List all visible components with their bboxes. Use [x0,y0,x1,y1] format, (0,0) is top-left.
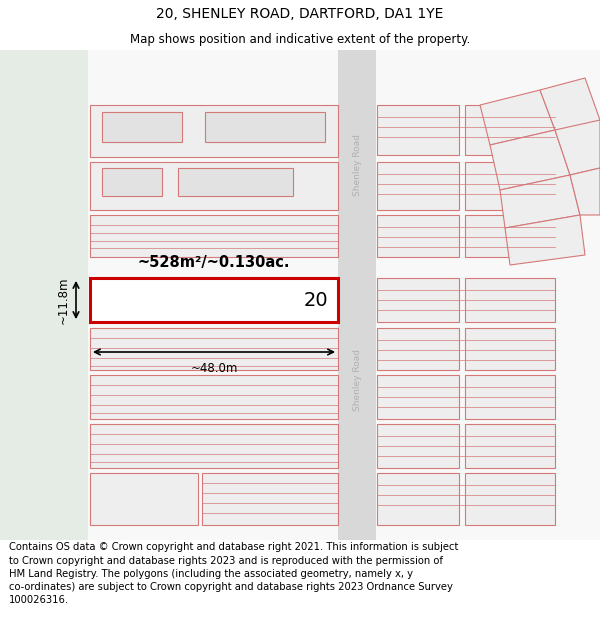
Text: 20, SHENLEY ROAD, DARTFORD, DA1 1YE: 20, SHENLEY ROAD, DARTFORD, DA1 1YE [157,8,443,21]
Bar [90,215,338,257]
Bar [377,105,459,155]
Bar [465,473,555,525]
Polygon shape [540,78,600,140]
Bar [465,328,555,370]
Bar [90,328,338,370]
Bar [377,278,459,322]
Bar [205,112,325,142]
Bar [377,328,459,370]
Bar [90,162,338,210]
Bar [90,278,338,322]
Bar [202,473,338,525]
Text: ~11.8m: ~11.8m [56,276,70,324]
Bar [178,168,293,196]
Bar [377,424,459,468]
Bar [0,50,88,540]
Bar [377,473,459,525]
Bar [90,424,338,468]
Bar [465,375,555,419]
Bar [102,168,162,196]
Polygon shape [480,90,555,145]
Bar [90,375,338,419]
Bar [338,50,376,540]
Text: Shenley Road: Shenley Road [353,134,361,196]
Polygon shape [570,168,600,215]
Text: Shenley Road: Shenley Road [353,349,361,411]
Bar [377,162,459,210]
Bar [90,105,338,157]
Bar [90,473,198,525]
Text: ~48.0m: ~48.0m [190,362,238,375]
Bar [377,375,459,419]
Bar [465,424,555,468]
Polygon shape [555,120,600,175]
Text: Map shows position and indicative extent of the property.: Map shows position and indicative extent… [130,34,470,46]
Text: Contains OS data © Crown copyright and database right 2021. This information is : Contains OS data © Crown copyright and d… [9,542,458,605]
Text: 20: 20 [304,291,328,309]
Bar [465,105,555,155]
Text: ~528m²/~0.130ac.: ~528m²/~0.130ac. [138,254,290,269]
Bar [377,215,459,257]
Bar [102,112,182,142]
Bar [465,215,555,257]
Bar [88,50,600,540]
Polygon shape [490,130,570,190]
Polygon shape [500,175,580,228]
Polygon shape [505,215,585,265]
Bar [465,278,555,322]
Bar [465,162,555,210]
